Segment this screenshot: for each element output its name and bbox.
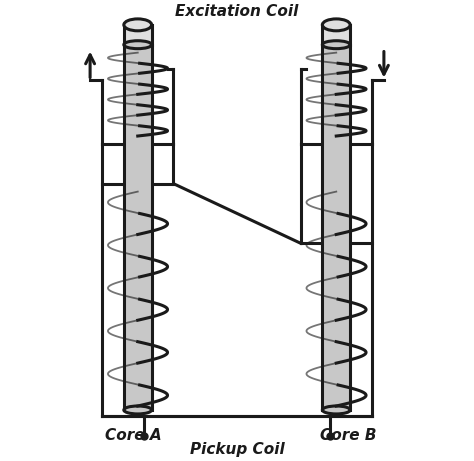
Text: Core B: Core B [320, 428, 376, 443]
Ellipse shape [124, 19, 152, 31]
Text: Core A: Core A [105, 428, 162, 443]
Bar [124, 45, 152, 410]
Text: Excitation Coil: Excitation Coil [175, 4, 299, 19]
Ellipse shape [124, 406, 152, 414]
Ellipse shape [322, 41, 350, 49]
Ellipse shape [322, 19, 350, 31]
Bar [322, 45, 350, 410]
Ellipse shape [322, 406, 350, 414]
Ellipse shape [124, 41, 152, 49]
Bar [322, 25, 350, 45]
Text: Pickup Coil: Pickup Coil [190, 442, 284, 457]
Bar [124, 25, 152, 45]
